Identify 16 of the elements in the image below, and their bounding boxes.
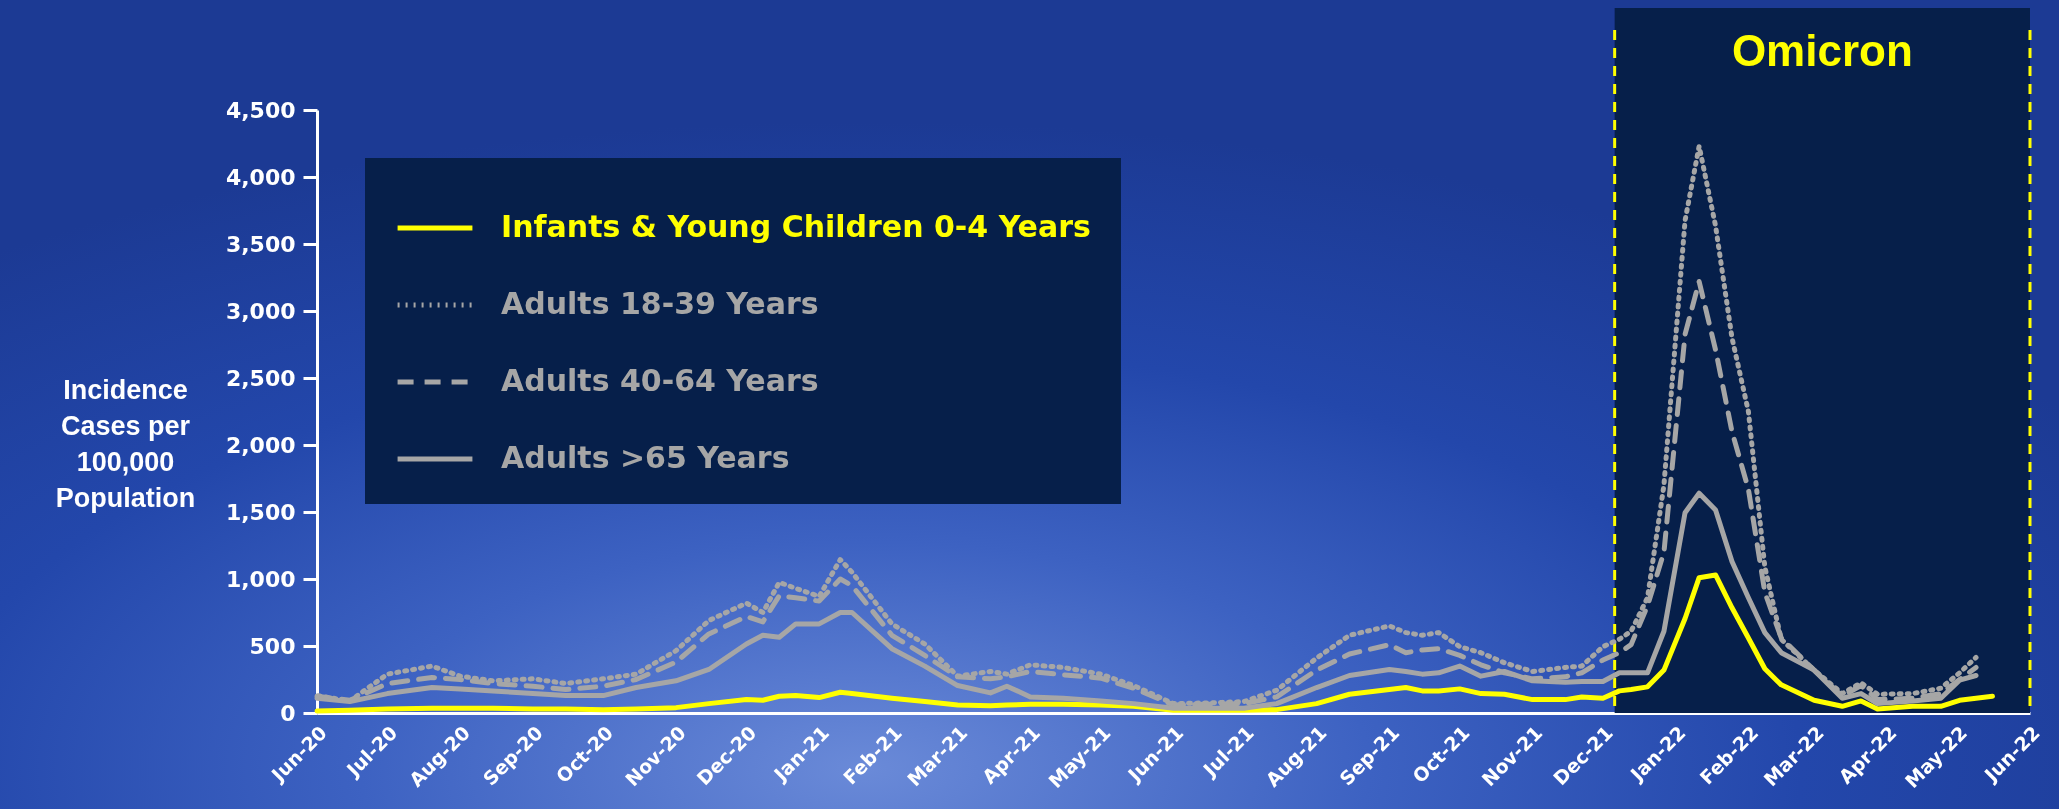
y-tick-label: 4,000	[225, 164, 296, 190]
y-tick-label: 3,500	[225, 231, 296, 257]
y-tick-label: 500	[249, 633, 296, 659]
legend-label: Adults 18-39 Years	[501, 286, 819, 321]
y-tick-label: 0	[280, 700, 296, 726]
y-tick-label: 1,000	[225, 566, 296, 592]
y-tick-label: 3,000	[225, 298, 296, 324]
band-label: Omicron	[1731, 26, 1913, 75]
legend-label: Adults >65 Years	[501, 440, 790, 475]
y-tick-label: 4,500	[225, 97, 296, 123]
y-axis-title: Incidence Cases per 100,000 Population	[55, 374, 196, 513]
y-tick-label: 1,500	[225, 499, 296, 525]
legend-label: Infants & Young Children 0-4 Years	[501, 209, 1091, 244]
legend-label: Adults 40-64 Years	[501, 363, 819, 398]
y-tick-label: 2,500	[225, 365, 296, 391]
y-tick-label: 2,000	[225, 432, 296, 458]
